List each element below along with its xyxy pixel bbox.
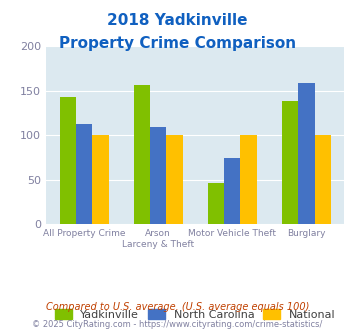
Bar [150, 127, 166, 224]
Legend: Yadkinville, North Carolina, National: Yadkinville, North Carolina, National [50, 305, 340, 324]
Bar [208, 182, 224, 224]
Text: Compared to U.S. average. (U.S. average equals 100): Compared to U.S. average. (U.S. average … [46, 302, 309, 312]
Bar [315, 135, 331, 224]
Text: Property Crime Comparison: Property Crime Comparison [59, 36, 296, 51]
Bar [224, 158, 240, 224]
Bar [134, 84, 150, 224]
Bar [60, 97, 76, 224]
Bar [76, 124, 92, 224]
Bar [240, 135, 257, 224]
Bar [282, 101, 298, 224]
Bar [298, 83, 315, 224]
Text: 2018 Yadkinville: 2018 Yadkinville [107, 13, 248, 28]
Text: © 2025 CityRating.com - https://www.cityrating.com/crime-statistics/: © 2025 CityRating.com - https://www.city… [32, 320, 323, 329]
Bar [166, 135, 183, 224]
Bar [92, 135, 109, 224]
